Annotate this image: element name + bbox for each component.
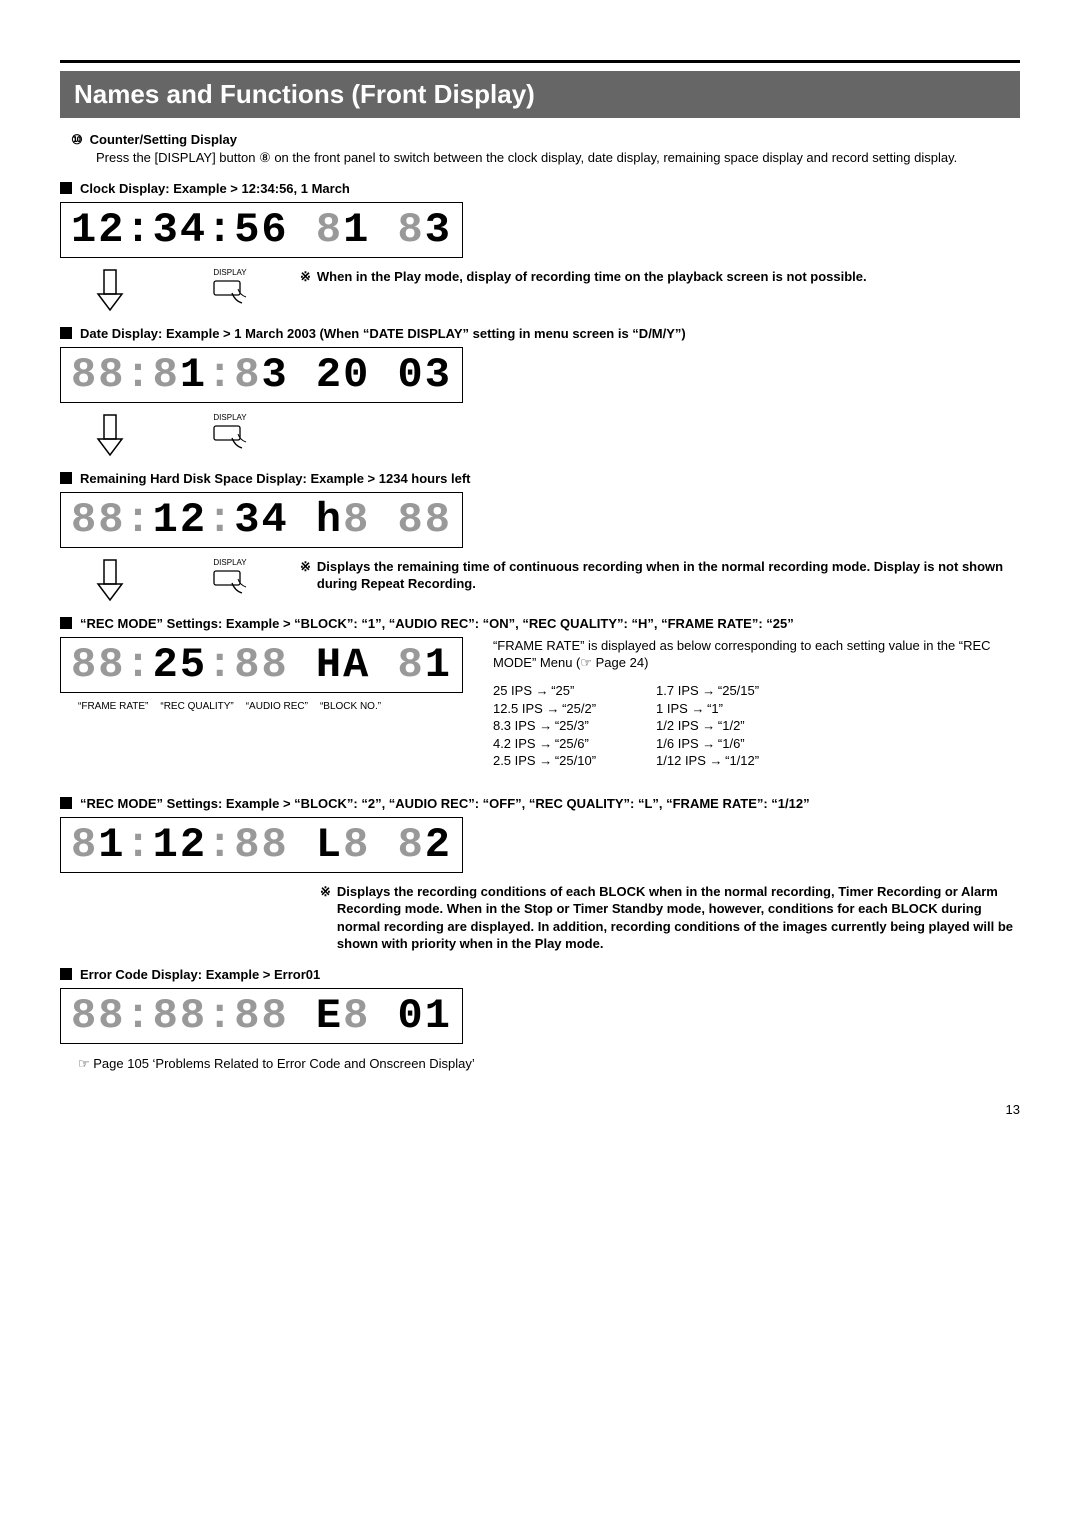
note-text-body: Displays the remaining time of continuou… (317, 558, 1020, 593)
note-symbol: ※ (300, 268, 311, 286)
display-label: DISPLAY (213, 268, 246, 277)
display-label: DISPLAY (213, 413, 246, 422)
ips-col-right: 1.7 IPS → “25/15”1 IPS → “1”1/2 IPS → “1… (656, 682, 759, 770)
seg-date: 88:81:83 20 03 (60, 347, 463, 403)
subhead-rec1: “REC MODE” Settings: Example > “BLOCK”: … (60, 616, 1020, 631)
note-row-clock: DISPLAY ※ When in the Play mode, display… (60, 268, 1020, 312)
seg-clock: 12:34:56 81 83 (60, 202, 463, 258)
subhead-remain: Remaining Hard Disk Space Display: Examp… (60, 471, 1020, 486)
intro-num: ⑩ (68, 132, 86, 148)
seg-remain: 88:12:34 h8 88 (60, 492, 463, 548)
down-arrow-icon (90, 558, 130, 602)
button-press-icon (210, 569, 250, 599)
bullet-icon (60, 968, 72, 980)
note-row-rec2: ※ Displays the recording conditions of e… (60, 883, 1020, 953)
display-button-group (60, 413, 160, 457)
bullet-icon (60, 617, 72, 629)
note-rec2: ※ Displays the recording conditions of e… (320, 883, 1020, 953)
subhead-rec2: “REC MODE” Settings: Example > “BLOCK”: … (60, 796, 1020, 811)
bullet-icon (60, 472, 72, 484)
down-arrow-icon (90, 413, 130, 457)
note-remain: ※ Displays the remaining time of continu… (300, 558, 1020, 593)
note-text-body: Displays the recording conditions of eac… (337, 883, 1020, 953)
intro-body: Press the [DISPLAY] button ⑧ on the fron… (96, 150, 1020, 167)
page-number: 13 (60, 1102, 1020, 1117)
note-text-body: When in the Play mode, display of record… (317, 268, 867, 286)
button-press-icon (210, 279, 250, 309)
title-bar: Names and Functions (Front Display) (60, 71, 1020, 118)
down-arrow-icon (90, 268, 130, 312)
note-clock: ※ When in the Play mode, display of reco… (300, 268, 1020, 286)
ips-table: 25 IPS → “25”12.5 IPS → “25/2”8.3 IPS → … (493, 682, 1020, 770)
seg-error: 88:88:88 E8 01 (60, 988, 463, 1044)
display-button-icon: DISPLAY (180, 413, 280, 454)
subhead-text: Remaining Hard Disk Space Display: Examp… (80, 471, 471, 486)
subhead-date: Date Display: Example > 1 March 2003 (Wh… (60, 326, 1020, 341)
bullet-icon (60, 797, 72, 809)
subhead-text: “REC MODE” Settings: Example > “BLOCK”: … (80, 796, 810, 811)
subhead-text: Error Code Display: Example > Error01 (80, 967, 320, 982)
rec1-desc: “FRAME RATE” is displayed as below corre… (493, 637, 1020, 672)
bullet-icon (60, 327, 72, 339)
subhead-text: Date Display: Example > 1 March 2003 (Wh… (80, 326, 686, 341)
note-row-date: DISPLAY (60, 413, 1020, 457)
top-rule (60, 60, 1020, 63)
subhead-error: Error Code Display: Example > Error01 (60, 967, 1020, 982)
display-label: DISPLAY (213, 558, 246, 567)
ips-col-left: 25 IPS → “25”12.5 IPS → “25/2”8.3 IPS → … (493, 682, 596, 770)
note-symbol: ※ (300, 558, 311, 593)
note-symbol: ※ (320, 883, 331, 953)
subhead-text: “REC MODE” Settings: Example > “BLOCK”: … (80, 616, 794, 631)
section-intro: ⑩ Counter/Setting Display Press the [DIS… (60, 132, 1020, 167)
bullet-icon (60, 182, 72, 194)
subhead-clock: Clock Display: Example > 12:34:56, 1 Mar… (60, 181, 1020, 196)
error-ref: ☞ Page 105 ‘Problems Related to Error Co… (78, 1056, 1020, 1072)
display-button-icon: DISPLAY (180, 558, 280, 599)
note-row-remain: DISPLAY ※ Displays the remaining time of… (60, 558, 1020, 602)
seg-rec2: 81:12:88 L8 82 (60, 817, 463, 873)
subhead-text: Clock Display: Example > 12:34:56, 1 Mar… (80, 181, 350, 196)
display-button-group (60, 558, 160, 602)
display-button-group (60, 268, 160, 312)
display-button-icon: DISPLAY (180, 268, 280, 309)
button-press-icon (210, 424, 250, 454)
seg-rec1: 88:25:88 HA 81 (60, 637, 463, 693)
intro-title: Counter/Setting Display (90, 132, 237, 147)
rec1-labels: “FRAME RATE”“REC QUALITY”“AUDIO REC”“BLO… (78, 701, 463, 712)
rec1-row: 88:25:88 HA 81 “FRAME RATE”“REC QUALITY”… (60, 637, 1020, 770)
